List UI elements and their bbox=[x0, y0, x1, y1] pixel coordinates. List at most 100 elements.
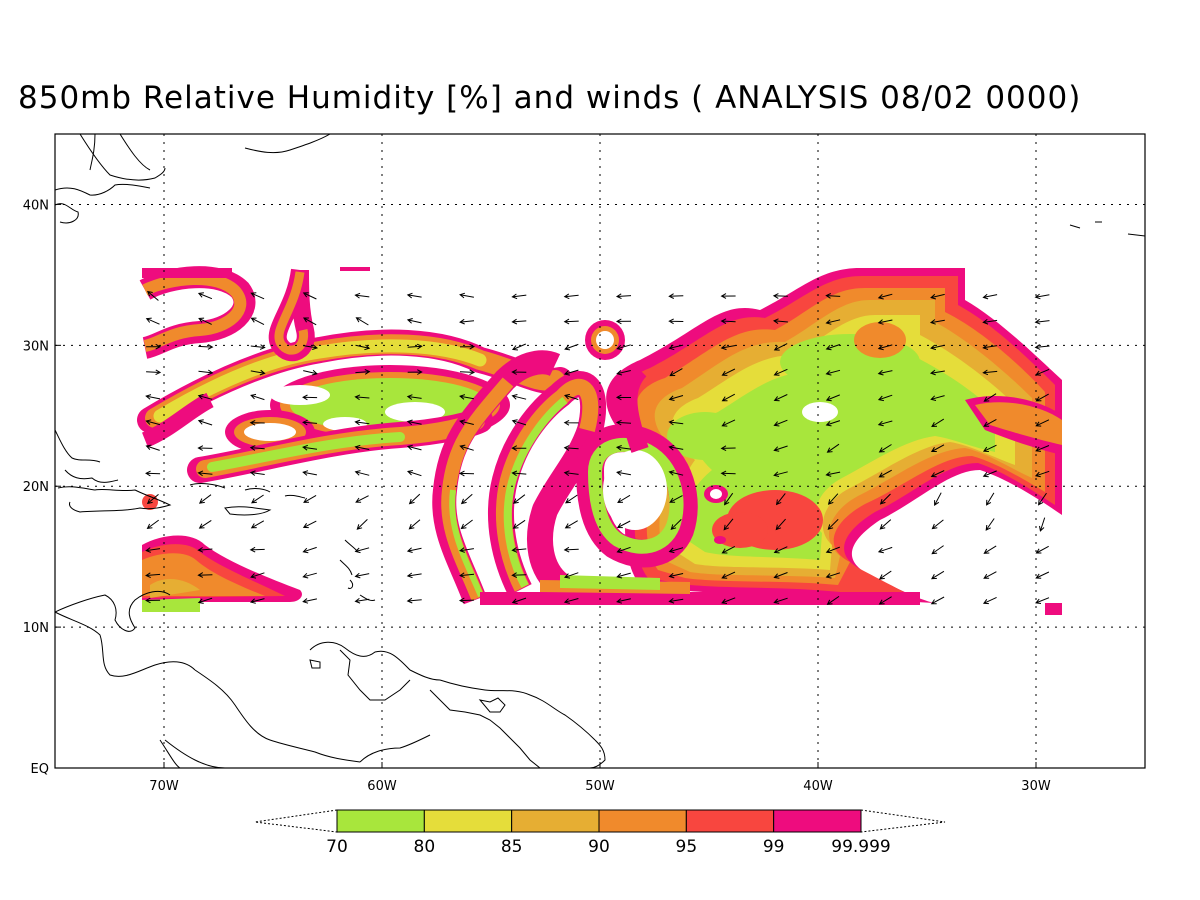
wind-arrow bbox=[721, 368, 736, 376]
wind-arrow bbox=[1035, 571, 1050, 579]
wind-arrow bbox=[615, 419, 632, 426]
wind-arrow bbox=[354, 444, 370, 451]
wind-arrow bbox=[145, 470, 161, 477]
wind-arrow bbox=[879, 493, 891, 505]
wind-arrow bbox=[198, 369, 214, 376]
colorbar-right-extension bbox=[860, 809, 946, 833]
wind-arrow bbox=[250, 520, 265, 529]
wind-arrow bbox=[250, 393, 265, 401]
wind-arrow bbox=[878, 444, 892, 453]
wind-arrow bbox=[407, 343, 423, 350]
wind-arrow bbox=[354, 394, 370, 401]
wind-arrow bbox=[302, 572, 317, 579]
wind-arrow bbox=[773, 572, 788, 579]
wind-arrow bbox=[930, 293, 945, 300]
wind-arrow bbox=[825, 471, 841, 477]
wind-arrow bbox=[983, 571, 997, 579]
wind-arrow bbox=[985, 518, 995, 531]
wind-arrow bbox=[986, 492, 995, 506]
colorbar-swatch bbox=[685, 809, 775, 833]
wind-arrow bbox=[459, 419, 474, 425]
wind-arrow bbox=[406, 419, 422, 426]
wind-arrow bbox=[615, 394, 632, 401]
wind-arrow bbox=[825, 369, 841, 376]
wind-arrow bbox=[934, 492, 942, 507]
wind-arrow bbox=[458, 470, 475, 477]
wind-arrow bbox=[668, 293, 684, 299]
wind-arrow bbox=[721, 545, 736, 554]
wind-arrow bbox=[406, 444, 422, 451]
wind-arrow bbox=[406, 292, 422, 299]
wind-arrow bbox=[147, 290, 159, 301]
wind-arrow bbox=[511, 369, 527, 375]
wind-arrow bbox=[459, 292, 474, 299]
wind-arrow bbox=[877, 344, 893, 351]
wind-arrow bbox=[616, 598, 631, 604]
wind-arrow bbox=[616, 470, 631, 476]
wind-arrow bbox=[302, 317, 317, 326]
wind-arrow bbox=[408, 519, 421, 530]
wind-arrow bbox=[302, 470, 317, 476]
humidity-field bbox=[137, 266, 1062, 615]
wind-arrow bbox=[775, 518, 786, 531]
wind-arrow bbox=[408, 493, 421, 505]
wind-arrow bbox=[563, 470, 579, 477]
wind-arrow bbox=[458, 597, 475, 604]
wind-arrow bbox=[198, 344, 214, 350]
wind-arrow bbox=[720, 318, 736, 325]
wind-arrow bbox=[773, 471, 788, 477]
wind-arrow bbox=[773, 445, 788, 452]
wind-arrow bbox=[511, 293, 527, 300]
wind-arrow bbox=[303, 344, 319, 350]
wind-arrow bbox=[407, 369, 423, 375]
wind-arrow bbox=[1039, 517, 1046, 532]
wind-arrow bbox=[354, 292, 370, 299]
wind-arrow bbox=[250, 369, 266, 376]
wind-arrow bbox=[564, 572, 579, 579]
wind-arrow bbox=[354, 419, 370, 426]
wind-arrow bbox=[668, 444, 684, 451]
colorbar-swatch bbox=[598, 809, 687, 833]
wind-arrow bbox=[931, 519, 944, 530]
wind-arrow bbox=[197, 445, 213, 451]
wind-arrow bbox=[877, 394, 893, 402]
wind-arrow bbox=[406, 394, 422, 400]
longitude-labels: 70W 60W 50W 40W 30W bbox=[149, 762, 1051, 794]
wind-arrow bbox=[877, 319, 893, 325]
wind-arrow bbox=[145, 572, 161, 579]
wind-arrow bbox=[145, 419, 161, 426]
latitude-label: 10N bbox=[23, 621, 49, 636]
map-title: 850mb Relative Humidity [%] and winds ( … bbox=[18, 80, 1082, 116]
grid-lines bbox=[55, 134, 1145, 768]
wind-arrow bbox=[512, 519, 526, 529]
wind-arrow bbox=[772, 293, 788, 299]
wind-arrow bbox=[615, 318, 632, 325]
wind-arrow bbox=[406, 470, 422, 477]
wind-arrow bbox=[1035, 393, 1049, 402]
wind-arrow bbox=[772, 318, 788, 325]
wind-arrow bbox=[563, 293, 579, 300]
longitude-label: 30W bbox=[1021, 779, 1051, 794]
wind-arrow bbox=[1034, 318, 1050, 325]
wind-arrow bbox=[303, 494, 317, 503]
wind-arrow bbox=[878, 469, 892, 478]
wind-arrow bbox=[617, 494, 631, 504]
wind-arrow bbox=[615, 293, 632, 300]
wind-arrow bbox=[249, 598, 265, 604]
wind-arrow bbox=[198, 519, 212, 529]
wind-arrow bbox=[930, 470, 945, 478]
wind-arrow bbox=[355, 495, 369, 503]
wind-arrow bbox=[563, 598, 579, 604]
wind-arrow bbox=[302, 292, 317, 300]
wind-arrow bbox=[1035, 597, 1050, 604]
wind-arrow bbox=[773, 343, 788, 351]
wind-arrow bbox=[146, 519, 159, 530]
wind-arrow bbox=[720, 344, 736, 351]
wind-arrow bbox=[511, 547, 527, 553]
wind-arrow bbox=[825, 394, 840, 402]
wind-arrow bbox=[825, 420, 841, 427]
wind-arrow bbox=[982, 344, 998, 350]
humidity-region-central-bands bbox=[432, 320, 920, 605]
humidity-region-east bbox=[965, 395, 1062, 615]
wind-arrow bbox=[1034, 344, 1050, 350]
